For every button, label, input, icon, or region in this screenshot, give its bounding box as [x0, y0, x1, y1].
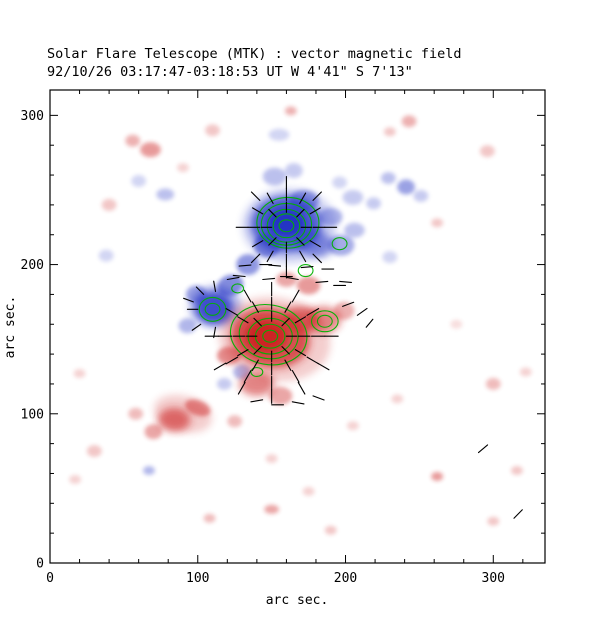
svg-text:300: 300	[21, 109, 44, 124]
svg-text:100: 100	[21, 407, 44, 422]
svg-text:200: 200	[334, 571, 357, 586]
svg-text:0: 0	[36, 557, 44, 572]
y-axis-label: arc sec.	[3, 296, 18, 359]
plot-frame	[49, 89, 546, 564]
svg-text:0: 0	[46, 571, 54, 586]
figure-subtitle: 92/10/26 03:17:47-03:18:53 UT W 4'41" S …	[47, 64, 413, 80]
svg-text:300: 300	[482, 571, 505, 586]
figure-title: Solar Flare Telescope (MTK) : vector mag…	[47, 46, 462, 62]
x-axis-label: arc sec.	[266, 593, 329, 608]
axis-ticks	[49, 90, 545, 564]
vector-field-layer	[183, 175, 523, 519]
svg-text:200: 200	[21, 258, 44, 273]
svg-text:100: 100	[186, 571, 209, 586]
axis-tick-labels: 0 100 200 300 0 100 200 300	[21, 109, 506, 586]
